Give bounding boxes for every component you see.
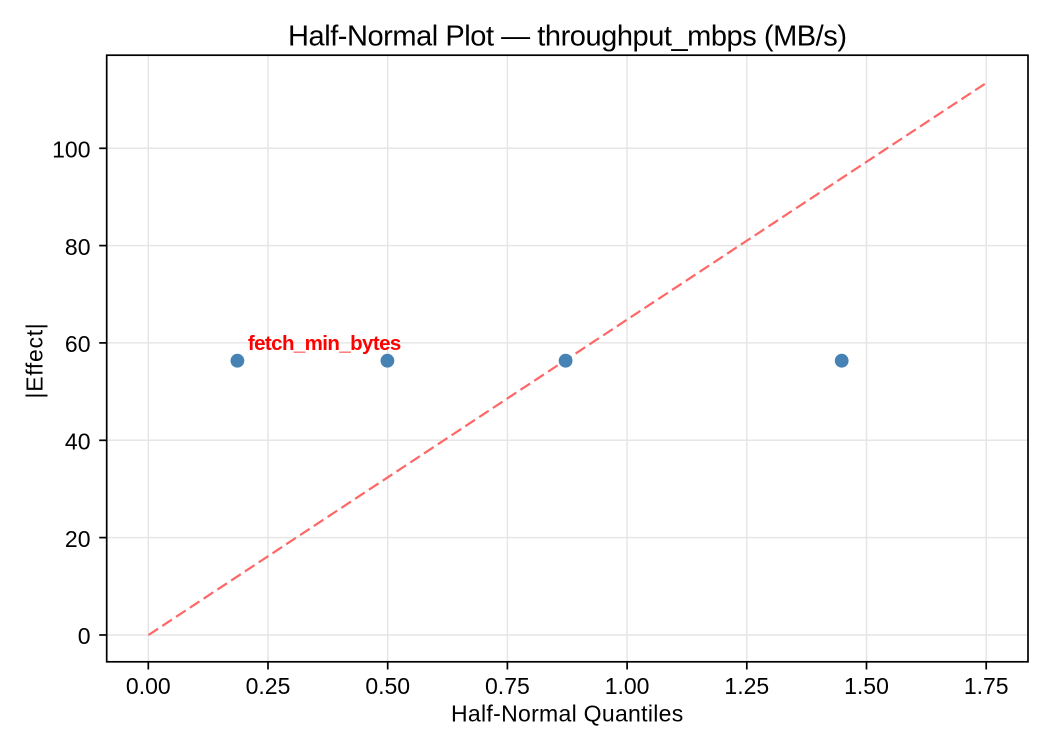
svg-text:0.50: 0.50 [365, 673, 410, 699]
svg-text:0.75: 0.75 [485, 673, 530, 699]
svg-text:80: 80 [65, 234, 91, 260]
svg-text:1.75: 1.75 [964, 673, 1009, 699]
svg-text:0: 0 [78, 623, 91, 649]
svg-text:1.25: 1.25 [724, 673, 769, 699]
svg-text:fetch_min_bytes: fetch_min_bytes [248, 332, 401, 355]
svg-text:Half-Normal Plot — throughput_: Half-Normal Plot — throughput_mbps (MB/s… [288, 21, 847, 53]
svg-text:0.25: 0.25 [246, 673, 291, 699]
svg-text:20: 20 [65, 526, 91, 552]
svg-text:40: 40 [65, 429, 91, 455]
svg-text:|Effect|: |Effect| [22, 323, 48, 399]
svg-text:100: 100 [52, 137, 90, 163]
svg-text:60: 60 [65, 331, 91, 357]
svg-text:0.00: 0.00 [126, 673, 171, 699]
svg-text:1.00: 1.00 [605, 673, 650, 699]
svg-text:1.50: 1.50 [844, 673, 889, 699]
svg-text:Half-Normal Quantiles: Half-Normal Quantiles [451, 701, 684, 727]
